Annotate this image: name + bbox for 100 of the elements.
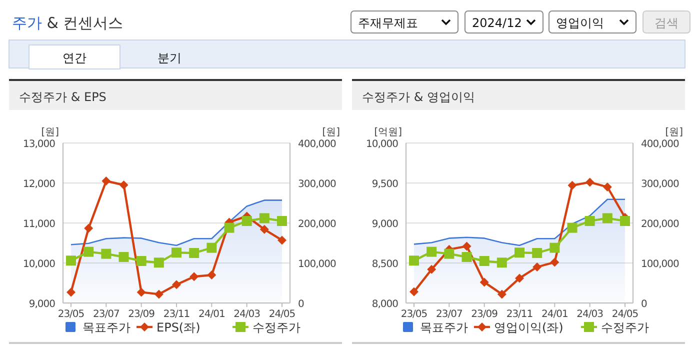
x-tick-label: 23/05	[400, 309, 428, 320]
x-tick-label: 23/07	[436, 309, 462, 320]
y2-axis-title: [원]	[322, 127, 340, 138]
point	[259, 213, 270, 224]
point	[260, 224, 269, 234]
point	[206, 242, 217, 253]
point	[550, 258, 560, 267]
point	[532, 262, 542, 272]
y2-axis-title: [원]	[665, 127, 684, 138]
point	[514, 248, 524, 258]
y2-tick-label: 400,000	[298, 139, 336, 150]
point	[172, 248, 182, 258]
x-tick-label: 24/05	[268, 309, 296, 320]
y-tick-label: 10,000	[23, 259, 56, 270]
point	[444, 248, 454, 259]
y2-tick-label: 0	[641, 299, 647, 310]
y2-tick-label: 300,000	[641, 179, 679, 190]
x-tick-label: 23/11	[163, 309, 190, 320]
point	[584, 216, 595, 226]
x-tick-label: 23/09	[471, 309, 498, 320]
point	[172, 280, 181, 290]
point	[480, 278, 489, 287]
y-tick-label: 8,000	[372, 299, 398, 310]
text: 영업이익	[556, 16, 604, 30]
text: 2024/12	[472, 16, 522, 30]
x-tick-label: 24/01	[198, 309, 225, 320]
y-axis-title: [억원]	[374, 127, 402, 138]
x-tick-label: 24/03	[234, 309, 260, 320]
text: 주가 & 컨센서스	[12, 14, 124, 32]
y-tick-label: 12,000	[23, 179, 56, 190]
point	[496, 258, 507, 268]
legend-label: 영업이익(좌)	[494, 320, 564, 334]
point	[66, 256, 76, 266]
point	[550, 242, 560, 253]
point	[620, 216, 630, 226]
y-tick-label: 13,000	[23, 139, 56, 150]
x-tick-label: 24/03	[576, 309, 604, 320]
y-tick-label: 9,000	[372, 219, 398, 230]
chart-title: 수정주가 & 영업이익	[362, 90, 475, 104]
point	[515, 274, 524, 283]
point	[154, 258, 164, 268]
point	[118, 252, 129, 262]
legend-label: 목표주가	[420, 320, 468, 334]
point	[242, 216, 252, 226]
point	[277, 216, 287, 226]
point	[102, 176, 111, 186]
point	[497, 290, 506, 299]
y-axis-title: [원]	[41, 127, 60, 138]
y-tick-label: 10,000	[366, 139, 398, 150]
x-tick-label: 23/11	[506, 309, 533, 320]
text: 주재무제표	[358, 16, 418, 30]
x-tick-label: 23/05	[58, 309, 84, 320]
point	[190, 272, 199, 282]
y2-tick-label: 300,000	[298, 179, 336, 190]
point	[207, 270, 216, 280]
point	[410, 287, 418, 296]
point	[479, 256, 490, 266]
point	[567, 222, 578, 233]
legend-label: 수정주가	[252, 320, 300, 334]
text: 분기	[158, 51, 182, 65]
y2-tick-label: 100,000	[298, 259, 336, 270]
point	[532, 248, 542, 258]
point	[427, 264, 436, 274]
y2-tick-label: 200,000	[298, 219, 336, 230]
y2-tick-label: 200,000	[641, 219, 679, 230]
point	[585, 178, 594, 187]
point	[189, 248, 200, 258]
y2-tick-label: 400,000	[641, 139, 679, 150]
x-tick-label: 23/09	[128, 309, 155, 320]
x-tick-label: 24/05	[612, 309, 638, 320]
y-tick-label: 9,500	[372, 179, 398, 190]
y2-tick-label: 0	[298, 299, 304, 310]
point	[66, 288, 76, 297]
text: 연간	[62, 51, 86, 65]
legend-label: EPS(좌)	[156, 320, 200, 334]
point	[136, 288, 146, 297]
point	[101, 248, 112, 259]
y-tick-label: 11,000	[23, 219, 56, 230]
chart-title: 수정주가 & EPS	[19, 90, 106, 104]
point	[462, 242, 472, 251]
text: 검색	[654, 16, 678, 30]
point	[602, 182, 612, 192]
y2-tick-label: 100,000	[641, 259, 679, 270]
point	[568, 180, 577, 190]
point	[426, 246, 437, 257]
x-tick-label: 24/01	[542, 309, 568, 320]
point	[462, 252, 472, 262]
point	[136, 256, 146, 266]
point	[119, 180, 128, 190]
x-tick-label: 23/07	[93, 309, 120, 320]
point	[224, 222, 234, 233]
point	[409, 256, 419, 266]
point	[602, 213, 612, 224]
y-tick-label: 9,000	[28, 299, 56, 310]
y-tick-label: 8,500	[372, 259, 398, 270]
point	[84, 224, 94, 233]
legend-label: 목표주가	[82, 320, 130, 334]
point	[84, 246, 94, 257]
legend-label: 수정주가	[601, 320, 649, 334]
point	[154, 290, 164, 299]
